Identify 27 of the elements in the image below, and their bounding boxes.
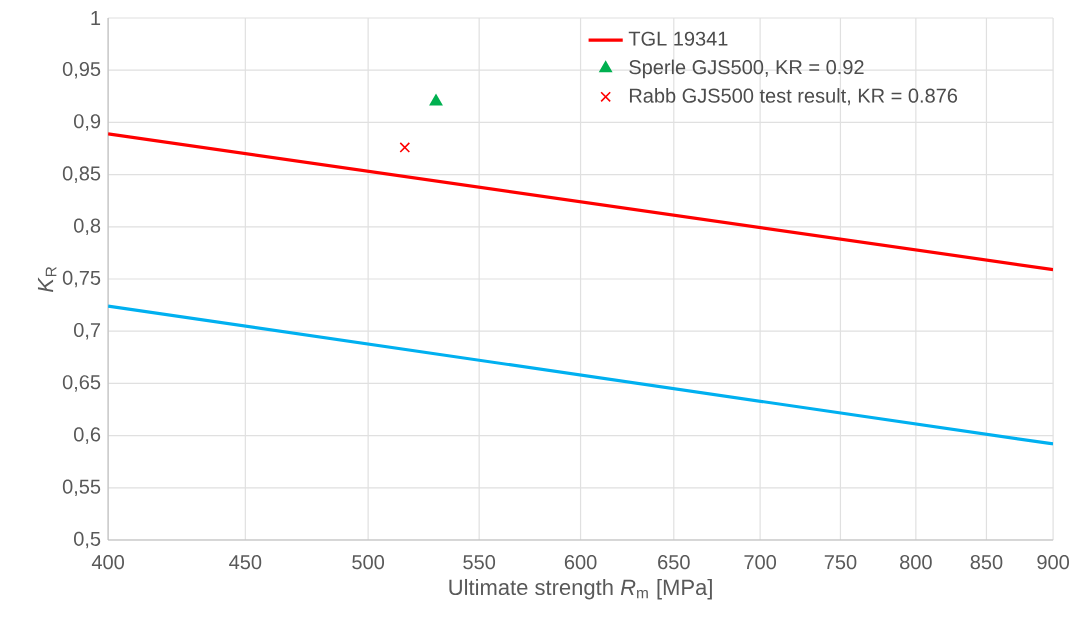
y-tick-label: 0,85 [62, 166, 101, 183]
y-tick-label: 0,9 [74, 114, 101, 131]
x-axis-title: Ultimate strength R$_{m}$ [MPa] [449, 578, 712, 600]
y-axis-title: K$_{R}$ [37, 266, 57, 293]
x-tick-label: 400 [91, 555, 124, 570]
y-tick-label: 0,5 [74, 531, 101, 549]
x-tick-label: 850 [970, 555, 1003, 570]
y-tick-label: 0,6 [74, 427, 101, 444]
x-tick-label: 900 [1037, 555, 1070, 570]
y-tick-label: 0,55 [62, 479, 101, 497]
x-tick-label: 550 [463, 555, 496, 570]
legend-label: Rabb GJS500 test result, KR = 0.876 [629, 88, 958, 106]
y-tick-label: 0,65 [62, 375, 101, 392]
x-tick-label: 600 [564, 555, 597, 570]
x-tick-label: 700 [744, 555, 777, 570]
x-tick-label: 450 [229, 555, 262, 570]
y-tick-label: 0,8 [74, 218, 101, 236]
x-tick-label: 750 [824, 555, 857, 570]
x-tick-label: 500 [352, 555, 385, 570]
x-tick-label: 800 [900, 555, 932, 570]
y-tick-label: 0,7 [74, 322, 101, 340]
x-tick-label: 650 [658, 555, 690, 570]
legend-label: Sperle GJS500, KR = 0.92 [629, 59, 864, 79]
y-tick-label: 0,95 [62, 61, 101, 79]
legend-label: TGL 19341 [628, 31, 728, 46]
y-tick-label: 1 [91, 11, 101, 25]
y-tick-label: 0,75 [62, 270, 101, 288]
